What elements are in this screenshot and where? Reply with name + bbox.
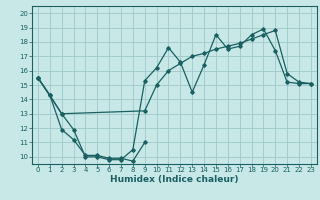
X-axis label: Humidex (Indice chaleur): Humidex (Indice chaleur) <box>110 175 239 184</box>
